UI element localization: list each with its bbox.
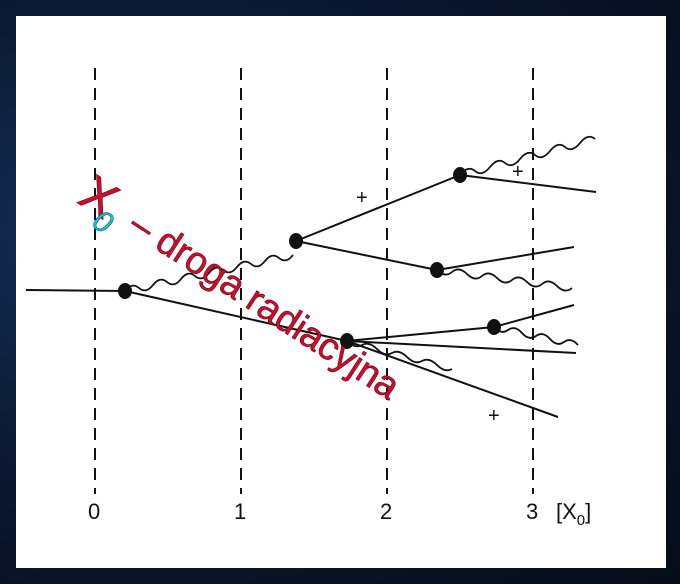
axis-tick-0: 0 xyxy=(88,499,100,524)
incoming-track xyxy=(25,289,126,292)
title-caption: – droga radiacyjna xyxy=(122,203,408,409)
photon-1 xyxy=(124,254,294,292)
vertex-1 xyxy=(118,283,132,299)
photon-3 xyxy=(436,268,573,292)
diagram-panel: + + + 0 1 2 3 [X0] X 0 – droga radiacyjn… xyxy=(16,16,666,568)
vertex-5 xyxy=(340,333,354,349)
depth-markers xyxy=(94,68,534,494)
photon-2 xyxy=(459,135,596,176)
shower-diagram: + + + 0 1 2 3 [X0] X 0 – droga radiacyjn… xyxy=(25,68,597,529)
axis-unit-open: [X xyxy=(556,499,577,524)
sign-label: + xyxy=(512,161,524,183)
vertices xyxy=(118,167,501,349)
axis-tick-3: 3 xyxy=(526,499,538,524)
axis-tick-1: 1 xyxy=(234,499,246,524)
track-lower-diag xyxy=(346,340,577,354)
photon-lines xyxy=(124,135,596,372)
photon-4 xyxy=(493,326,579,346)
vertex-6 xyxy=(487,319,501,335)
vertex-3 xyxy=(453,167,467,183)
axis-unit-label: [X0] xyxy=(556,499,591,529)
axis-tick-2: 2 xyxy=(380,499,392,524)
track-main-lower xyxy=(124,290,348,342)
axis-unit-subscript: 0 xyxy=(577,512,585,529)
track-branch-up xyxy=(295,174,461,242)
vertex-4 xyxy=(430,262,444,278)
sign-label: + xyxy=(356,187,368,209)
track-lower-branch xyxy=(346,326,495,342)
track-lower-right xyxy=(493,304,575,328)
track-mid-right xyxy=(436,246,575,271)
photon-5 xyxy=(346,340,453,372)
vertex-2 xyxy=(289,233,303,249)
track-branch-mid xyxy=(295,240,438,271)
charged-tracks xyxy=(25,174,597,418)
sign-label: + xyxy=(488,405,500,427)
track-upper-right xyxy=(459,174,597,193)
axis-unit-close: ] xyxy=(585,499,591,524)
